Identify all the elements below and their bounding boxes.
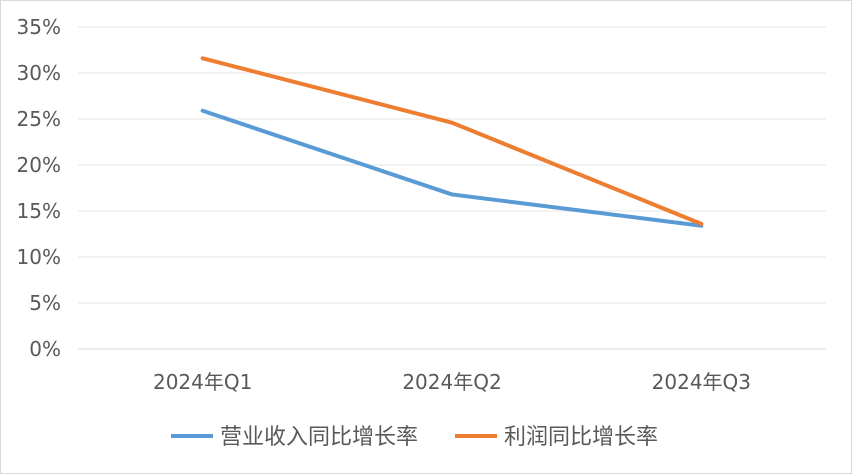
x-tick-label: 2024年Q1 [153,370,252,394]
x-tick-label: 2024年Q3 [652,370,751,394]
y-axis: 0% 5% 10% 15% 20% 25% 30% 35% [17,15,61,361]
x-axis: 2024年Q1 2024年Q2 2024年Q3 [153,370,751,394]
legend-label-revenue: 营业收入同比增长率 [220,425,418,450]
y-tick-label: 5% [29,291,61,315]
gridlines [78,26,826,350]
y-tick-label: 25% [17,107,61,131]
legend: 营业收入同比增长率 利润同比增长率 [171,425,658,450]
y-tick-label: 0% [29,337,61,361]
y-tick-label: 30% [17,61,61,85]
series-line-profit [200,56,704,226]
y-tick-label: 20% [17,153,61,177]
series-lines [200,56,704,228]
y-tick-label: 10% [17,245,61,269]
x-tick-label: 2024年Q2 [402,370,501,394]
y-tick-label: 15% [17,199,61,223]
y-tick-label: 35% [17,15,61,39]
series-line-revenue [200,108,704,228]
legend-label-profit: 利润同比增长率 [504,425,658,450]
